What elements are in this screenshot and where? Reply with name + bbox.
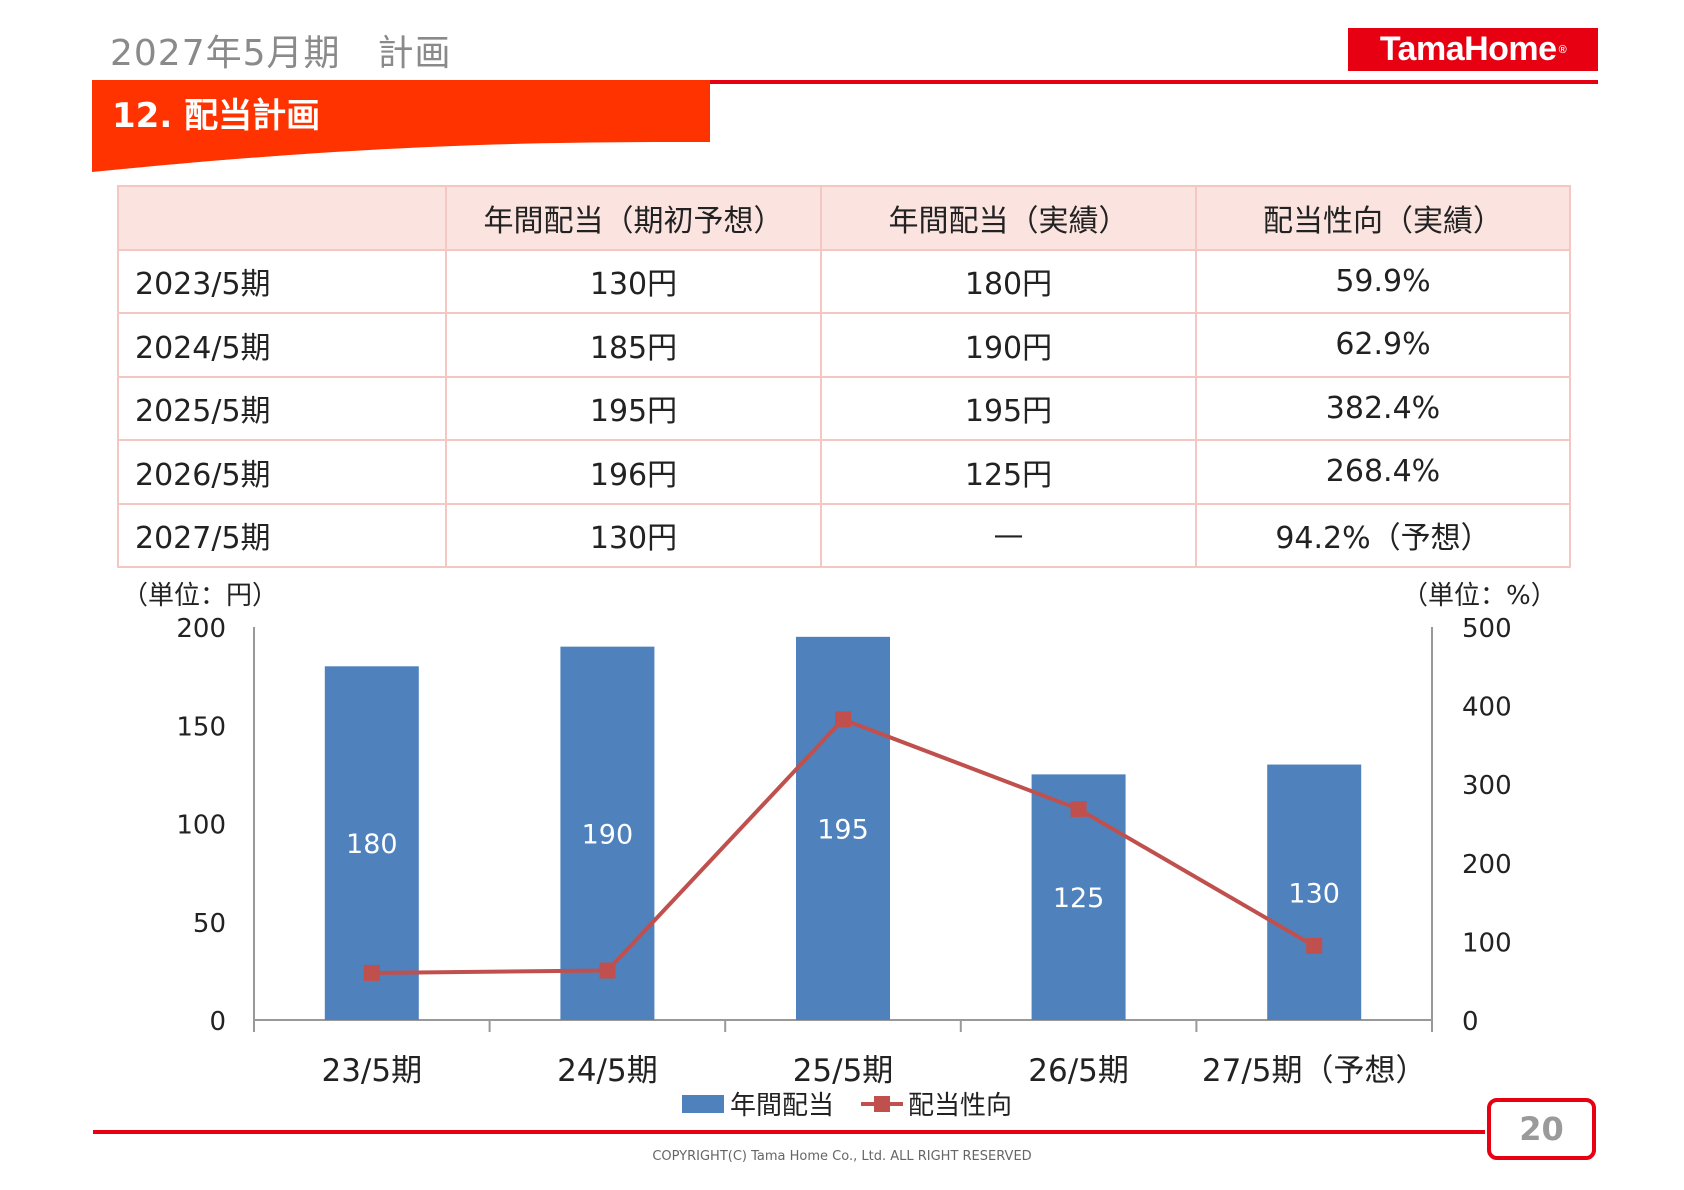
- table-row: 2026/5期 196円 125円 268.4%: [117, 439, 1571, 505]
- x-axis-category-label: 24/5期: [557, 1053, 658, 1089]
- legend-line-label: 配当性向: [908, 1091, 1012, 1121]
- bar: [560, 646, 655, 1020]
- left-axis-tick-label: 50: [193, 909, 226, 939]
- bar-data-label: 195: [817, 814, 869, 845]
- table-row-label: 2027/5期: [117, 502, 447, 568]
- line-point: [835, 711, 851, 728]
- table-row-label: 2024/5期: [117, 312, 447, 378]
- table-cell: 125円: [820, 439, 1197, 505]
- right-axis-tick-label: 0: [1462, 1007, 1479, 1037]
- table-row-label: 2026/5期: [117, 439, 447, 505]
- line-point: [363, 964, 380, 981]
- line-point: [599, 962, 616, 979]
- x-axis-category-label: 25/5期: [793, 1053, 894, 1089]
- table-cell: 196円: [445, 439, 822, 505]
- right-axis-tick-label: 300: [1462, 771, 1512, 801]
- right-axis-unit: （単位：%）: [1402, 581, 1557, 611]
- table-row: 2023/5期 130円 180円 59.9%: [117, 248, 1571, 314]
- table-header-cell: [117, 185, 447, 251]
- bar: [324, 666, 419, 1020]
- tamahome-logo: TamaHome ®: [1348, 28, 1598, 71]
- left-axis-unit: （単位：円）: [122, 581, 279, 611]
- legend-bar-swatch: [682, 1095, 724, 1113]
- line-point: [1070, 801, 1087, 818]
- copyright-text: COPYRIGHT(C) Tama Home Co., Ltd. ALL RIG…: [652, 1149, 1032, 1164]
- table-cell: 130円: [445, 248, 822, 314]
- left-axis-tick-label: 150: [176, 712, 226, 742]
- table-header-cell: 年間配当（期初予想）: [445, 185, 822, 251]
- x-axis-category-label: 26/5期: [1028, 1053, 1129, 1089]
- table-row: 2024/5期 185円 190円 62.9%: [117, 312, 1571, 378]
- table-cell: 268.4%: [1195, 439, 1571, 505]
- table-header-cell: 年間配当（実績）: [820, 185, 1197, 251]
- legend-line-marker: [874, 1096, 890, 1112]
- right-axis-tick-label: 200: [1462, 850, 1512, 880]
- table-cell: 180円: [820, 248, 1197, 314]
- footer-divider: [93, 1130, 1485, 1134]
- table-header-row: 年間配当（期初予想） 年間配当（実績） 配当性向（実績）: [117, 185, 1571, 251]
- page-top-title: 2027年5月期 計画: [110, 33, 452, 74]
- bar: [796, 636, 890, 1020]
- header-divider: [93, 80, 1598, 84]
- table-row-label: 2023/5期: [117, 248, 447, 314]
- table-cell: 62.9%: [1195, 312, 1571, 378]
- bar-data-label: 180: [346, 829, 398, 860]
- right-axis-tick-label: 400: [1462, 693, 1512, 723]
- left-axis-tick-label: 200: [176, 614, 226, 644]
- x-axis-category-label: 23/5期: [321, 1053, 422, 1089]
- registered-mark: ®: [1558, 43, 1567, 56]
- line-point: [1306, 937, 1323, 954]
- table-cell: 382.4%: [1195, 375, 1571, 441]
- left-axis-tick-label: 0: [209, 1007, 226, 1037]
- table-cell: 195円: [445, 375, 822, 441]
- table-header-cell: 配当性向（実績）: [1195, 185, 1571, 251]
- table-cell: 185円: [445, 312, 822, 378]
- table-cell: —: [820, 502, 1197, 568]
- legend-bar-label: 年間配当: [730, 1091, 834, 1121]
- table-row: 2027/5期 130円 — 94.2%（予想）: [117, 502, 1571, 568]
- dividend-table: 年間配当（期初予想） 年間配当（実績） 配当性向（実績） 2023/5期 130…: [117, 185, 1571, 568]
- table-cell: 195円: [820, 375, 1197, 441]
- section-title: 12. 配当計画: [112, 96, 321, 136]
- page-number: 20: [1487, 1098, 1596, 1160]
- table-cell: 59.9%: [1195, 248, 1571, 314]
- table-cell: 94.2%（予想）: [1195, 502, 1571, 568]
- bar-data-label: 125: [1053, 883, 1105, 914]
- table-cell: 190円: [820, 312, 1197, 378]
- table-cell: 130円: [445, 502, 822, 568]
- bar: [1267, 764, 1362, 1020]
- bar-data-label: 130: [1288, 878, 1340, 909]
- section-banner: [92, 80, 710, 172]
- right-axis-tick-label: 100: [1462, 928, 1512, 958]
- table-row: 2025/5期 195円 195円 382.4%: [117, 375, 1571, 441]
- x-axis-category-label: 27/5期（予想）: [1202, 1053, 1427, 1089]
- right-axis-tick-label: 500: [1462, 614, 1512, 644]
- logo-text: TamaHome: [1379, 30, 1557, 68]
- left-axis-tick-label: 100: [176, 811, 226, 841]
- bar-data-label: 190: [582, 819, 634, 850]
- table-row-label: 2025/5期: [117, 375, 447, 441]
